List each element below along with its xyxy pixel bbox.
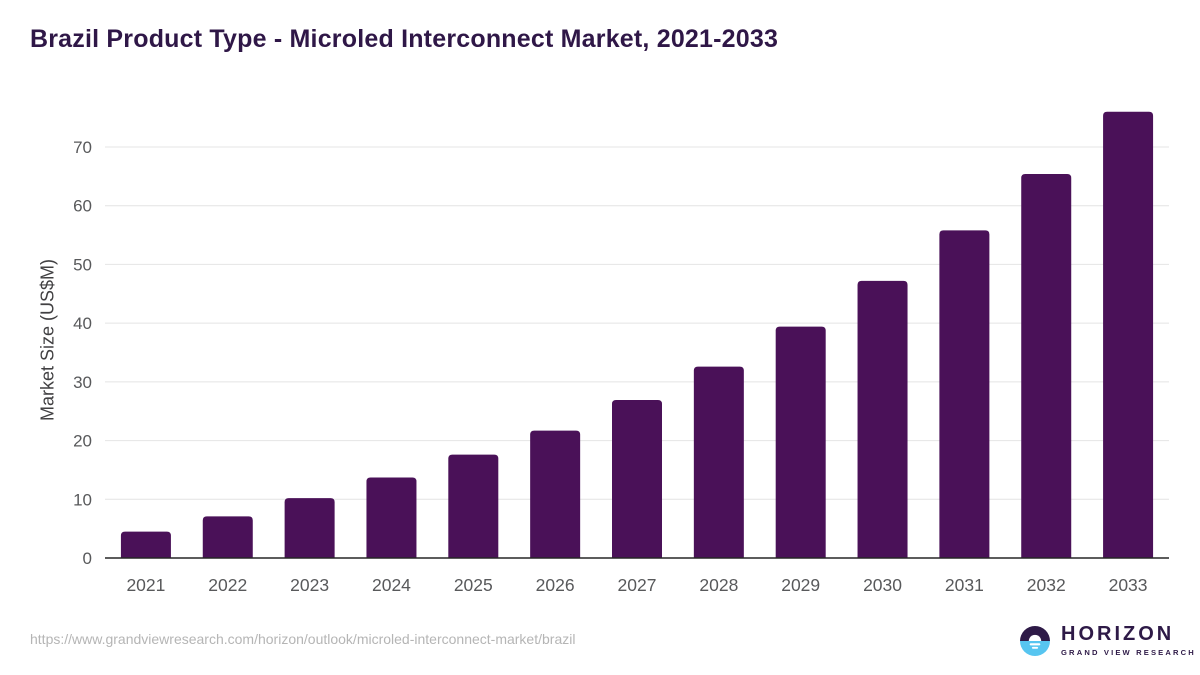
bar-2030 (857, 280, 908, 558)
x-tick-label: 2022 (208, 575, 247, 595)
y-tick-label: 60 (73, 197, 92, 216)
y-tick-label: 70 (73, 138, 92, 157)
y-tick-label: 10 (73, 490, 92, 509)
bar-2032 (1021, 174, 1072, 558)
bar-2033 (1103, 111, 1154, 559)
x-tick-label: 2027 (618, 575, 657, 595)
y-tick-label: 40 (73, 314, 92, 333)
x-tick-label: 2032 (1027, 575, 1066, 595)
y-tick-label: 50 (73, 255, 92, 274)
chart-title: Brazil Product Type - Microled Interconn… (30, 25, 779, 53)
y-tick-label: 20 (73, 432, 92, 451)
bar-2024 (366, 477, 417, 558)
x-tick-label: 2021 (126, 575, 165, 595)
horizon-logo: HORIZON GRAND VIEW RESEARCH (1020, 624, 1196, 657)
x-tick-label: 2025 (454, 575, 493, 595)
x-tick-label: 2023 (290, 575, 329, 595)
bar-2028 (693, 366, 744, 558)
x-tick-label: 2031 (945, 575, 984, 595)
x-tick-label: 2026 (536, 575, 575, 595)
bar-2031 (939, 230, 990, 559)
y-tick-label: 30 (73, 373, 92, 392)
horizon-logo-text: HORIZON GRAND VIEW RESEARCH (1061, 624, 1196, 657)
y-tick-label: 0 (83, 549, 92, 568)
bar-2029 (775, 326, 826, 558)
bar-2026 (530, 430, 581, 558)
x-tick-label: 2028 (699, 575, 738, 595)
horizon-logo-title: HORIZON (1061, 623, 1175, 645)
horizon-sun-icon (1020, 625, 1050, 656)
x-tick-label: 2030 (863, 575, 902, 595)
bar-2025 (448, 454, 499, 558)
bar-2022 (202, 516, 253, 558)
x-tick-label: 2024 (372, 575, 411, 595)
horizon-logo-subtitle: GRAND VIEW RESEARCH (1061, 648, 1196, 657)
bar-2023 (284, 498, 335, 558)
bar-2027 (612, 400, 662, 558)
x-tick-label: 2029 (781, 575, 820, 595)
source-url: https://www.grandviewresearch.com/horizo… (30, 631, 576, 647)
bar-2021 (120, 531, 171, 558)
x-tick-label: 2033 (1109, 575, 1148, 595)
